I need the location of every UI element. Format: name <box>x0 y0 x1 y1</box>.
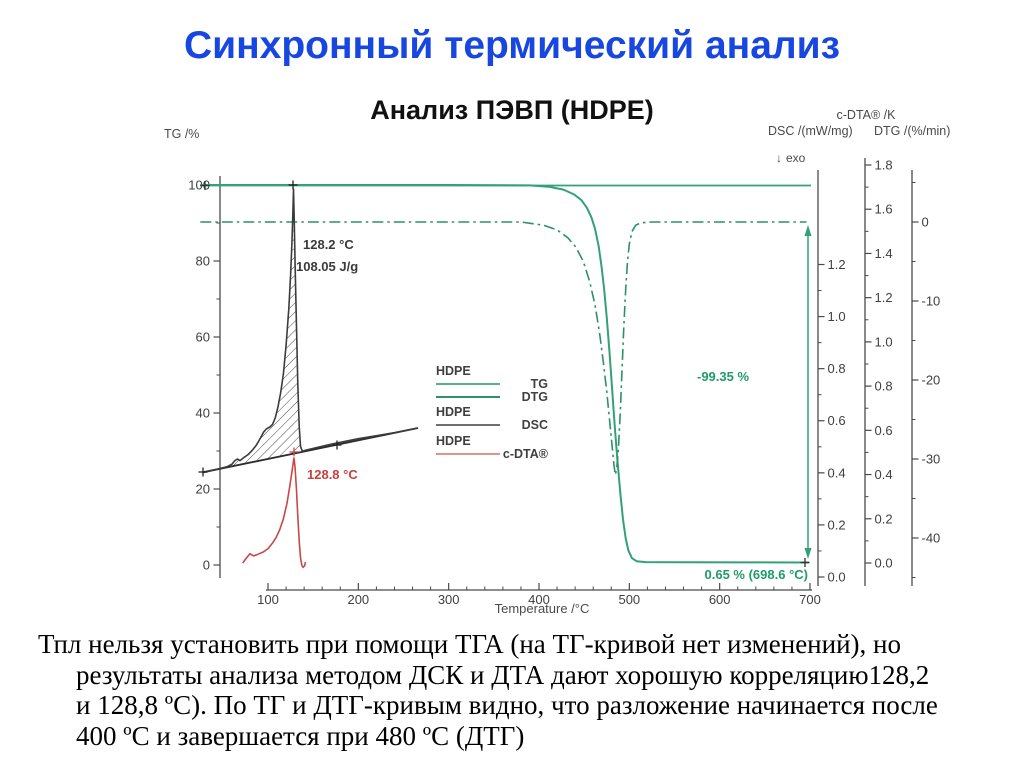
curve-marker <box>198 467 208 477</box>
svg-text:200: 200 <box>347 592 369 607</box>
tg-curve <box>200 184 810 564</box>
dsc-peak-hatched-area <box>202 188 303 473</box>
svg-text:80: 80 <box>196 254 210 269</box>
svg-text:1.8: 1.8 <box>875 158 893 173</box>
svg-text:0.8: 0.8 <box>875 379 893 394</box>
svg-text:-10: -10 <box>922 294 941 309</box>
x-axis-label: Temperature /°C <box>494 601 590 616</box>
legend-sample-label: HDPE <box>436 364 471 378</box>
body-line-2: результаты анализа методом ДСК и ДТА даю… <box>76 659 930 690</box>
chart-title: Анализ ПЭВП (HDPE) <box>370 95 654 125</box>
body-line-4: 400 ºС и завершается при 480 ºС (ДТГ) <box>76 720 525 751</box>
dtg-curve <box>200 221 807 476</box>
svg-text:20: 20 <box>196 482 210 497</box>
dtg-axis-label: DTG /(%/min) <box>874 124 951 138</box>
legend-line-swatch <box>436 395 500 398</box>
legend-line-swatch <box>436 424 500 427</box>
svg-text:300: 300 <box>438 592 460 607</box>
slide-body-text: Тпл нельзя установить при помощи ТГА (на… <box>0 629 1014 751</box>
legend-label: TG <box>530 377 548 392</box>
legend-entry-tg: TG <box>436 377 548 392</box>
exo-text: exo <box>786 151 806 165</box>
svg-text:400: 400 <box>528 592 550 607</box>
svg-text:0.4: 0.4 <box>875 467 893 482</box>
dsc-axis-label: DSC /(mW/mg) <box>768 124 853 138</box>
curve-marker <box>332 440 342 450</box>
curve-marker <box>289 447 299 457</box>
mass-change-arrow <box>804 225 812 559</box>
svg-text:-30: -30 <box>922 452 941 467</box>
dsc-curve <box>202 188 419 474</box>
svg-text:1.2: 1.2 <box>875 290 893 305</box>
svg-text:1.4: 1.4 <box>875 246 893 261</box>
svg-text:-20: -20 <box>922 373 941 388</box>
legend-line-swatch <box>436 452 500 455</box>
legend-label: DTG <box>521 389 548 404</box>
svg-text:0.0: 0.0 <box>828 570 846 585</box>
svg-text:1.0: 1.0 <box>875 334 893 349</box>
x-axis: 100 200 300 400 500 600 700 <box>257 583 821 607</box>
svg-text:0.2: 0.2 <box>828 517 846 532</box>
svg-text:0.6: 0.6 <box>875 423 893 438</box>
legend-entry-dtg: DTG <box>436 389 548 404</box>
legend-entry-cdta: c-DTA® <box>436 446 548 461</box>
body-line-1: Тпл нельзя установить при помощи ТГА (на… <box>38 629 901 659</box>
svg-text:0: 0 <box>922 215 929 230</box>
svg-text:0.4: 0.4 <box>828 465 846 480</box>
svg-text:1.2: 1.2 <box>828 257 846 272</box>
dsc-axis: 1.2 1.0 0.8 0.6 0.4 0.2 0.0 <box>817 170 846 586</box>
legend-entry-dsc: DSC <box>436 418 548 433</box>
svg-text:1.6: 1.6 <box>875 202 893 217</box>
svg-text:-40: -40 <box>922 531 941 546</box>
svg-text:500: 500 <box>618 592 640 607</box>
svg-text:0.2: 0.2 <box>875 511 893 526</box>
curve-marker <box>288 180 298 190</box>
dsc-peak-temperature-label: 128.2 °C <box>303 237 354 252</box>
cdta-peak-temperature-label: 128.8 °C <box>307 467 358 482</box>
curve-marker <box>800 558 810 567</box>
svg-text:0.8: 0.8 <box>828 361 846 376</box>
legend-sample-label: HDPE <box>436 405 471 419</box>
residual-mass-label: 0.65 % (698.6 °C) <box>704 567 808 582</box>
tg-axis-label: TG /% <box>164 127 200 141</box>
curve-marker <box>200 181 210 190</box>
legend-label: c-DTA® <box>502 446 548 461</box>
legend-sample-label: HDPE <box>436 433 471 448</box>
cdta-axis: 1.8 1.6 1.4 1.2 1.0 0.8 0.6 0.4 0.2 0.0 <box>864 158 893 586</box>
dsc-enthalpy-label: 108.05 J/g <box>296 259 359 274</box>
svg-text:0.6: 0.6 <box>828 413 846 428</box>
exo-direction-label: ↓ exo <box>776 151 805 165</box>
cdta-axis-label: c-DTA® /K <box>836 108 896 122</box>
legend-line-swatch <box>436 383 500 386</box>
svg-text:700: 700 <box>799 592 821 607</box>
body-line-3: и 128,8 ºС). По ТГ и ДТГ-кривым видно, ч… <box>76 690 938 720</box>
slide-title: Синхронный термический анализ <box>183 24 841 67</box>
svg-text:0: 0 <box>203 558 210 573</box>
svg-text:600: 600 <box>709 592 731 607</box>
mass-change-label: -99.35 % <box>697 369 750 384</box>
cdta-curve <box>242 457 307 569</box>
legend-label: DSC <box>521 418 548 433</box>
chart-legend: HDPE TG DTG HDPE DSC HDPE c-DTA® <box>436 362 548 461</box>
svg-text:0.0: 0.0 <box>875 556 893 571</box>
dtg-axis: 0 -10 -20 -30 -40 <box>911 170 941 586</box>
svg-text:60: 60 <box>196 330 210 345</box>
exo-down-arrow-icon: ↓ <box>776 151 782 165</box>
svg-text:1.0: 1.0 <box>828 309 846 324</box>
svg-text:100: 100 <box>257 592 279 607</box>
svg-text:40: 40 <box>196 406 210 421</box>
